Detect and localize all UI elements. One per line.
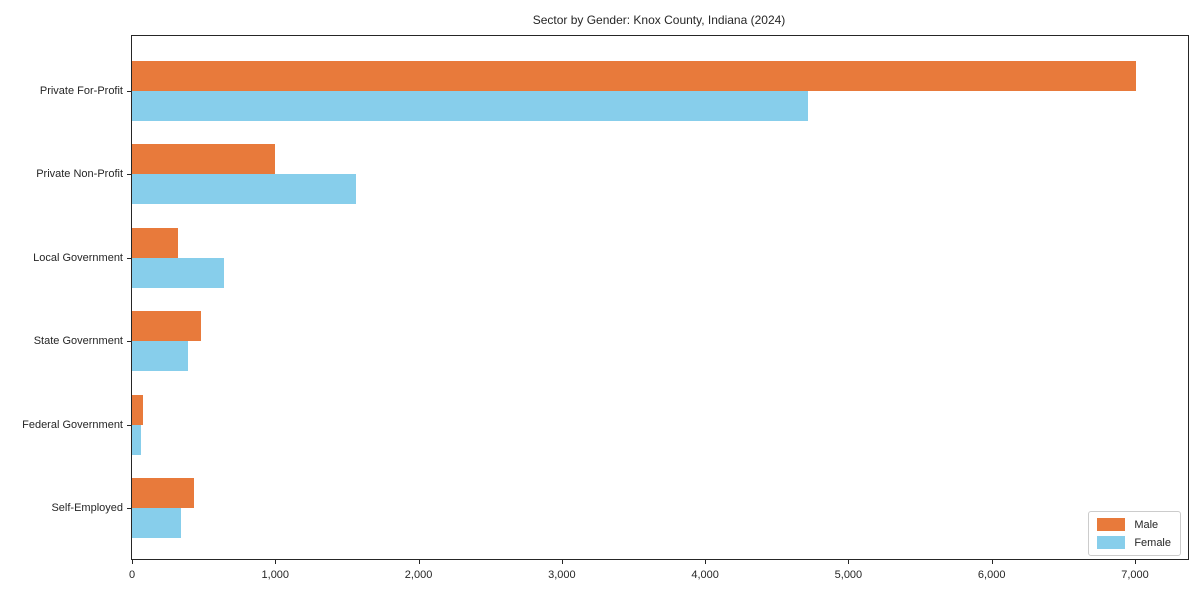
x-axis-tick-0 xyxy=(132,560,133,564)
y-axis-label-1: Private Non-Profit xyxy=(36,168,123,181)
category-row-0: Private For-Profit xyxy=(40,49,1188,133)
category-row-2: Local Government xyxy=(33,216,1188,300)
x-axis-tick-label-1: 1,000 xyxy=(261,569,290,581)
x-axis-tick-label-4: 4,000 xyxy=(691,569,719,581)
bar-female-0 xyxy=(132,90,809,121)
bar-female-5 xyxy=(132,508,181,539)
bar-female-3 xyxy=(132,341,188,372)
y-axis-tick-3 xyxy=(127,341,131,343)
y-axis-tick-4 xyxy=(127,424,131,426)
bar-male-4 xyxy=(132,394,144,425)
bar-group-1 xyxy=(132,144,1188,205)
bar-group-3 xyxy=(132,311,1188,372)
x-axis-tick-5 xyxy=(848,560,850,564)
bar-group-4 xyxy=(132,394,1188,455)
legend: Male Female xyxy=(1088,511,1181,556)
bar-male-2 xyxy=(132,227,178,258)
x-axis-tick-label-7: 7,000 xyxy=(1121,569,1149,581)
bar-group-5 xyxy=(132,478,1188,539)
legend-entry-female: Female xyxy=(1097,536,1171,549)
x-axis-tick-label-0: 0 xyxy=(128,569,136,581)
y-axis-tick-5 xyxy=(127,508,131,510)
category-row-3: State Government xyxy=(34,300,1188,384)
y-axis-label-4: Federal Government xyxy=(22,418,123,431)
bar-female-2 xyxy=(132,257,224,288)
legend-label-female: Female xyxy=(1134,536,1171,549)
x-axis-tick-7 xyxy=(1134,560,1136,564)
x-axis-tick-4 xyxy=(705,560,707,564)
legend-label-male: Male xyxy=(1134,518,1159,531)
x-axis-tick-label-6: 6,000 xyxy=(977,569,1006,581)
y-axis-label-0: Private For-Profit xyxy=(39,84,123,97)
bar-male-3 xyxy=(132,311,201,342)
bar-group-2 xyxy=(132,227,1188,288)
x-axis-tick-2 xyxy=(418,560,420,564)
chart-title: Sector by Gender: Knox County, Indiana (… xyxy=(532,13,786,27)
bar-female-1 xyxy=(132,174,356,205)
x-axis-tick-6 xyxy=(991,560,993,564)
category-row-1: Private Non-Profit xyxy=(36,133,1188,217)
y-axis-label-2: Local Government xyxy=(33,251,123,264)
bar-rows: Private For-Profit Private Non-Profit Loca… xyxy=(22,36,1188,559)
legend-entry-male: Male xyxy=(1097,518,1171,531)
legend-swatch-female xyxy=(1097,536,1126,549)
y-axis-tick-0 xyxy=(127,90,131,92)
category-row-5: Self-Employed xyxy=(51,467,1188,551)
bar-male-1 xyxy=(132,144,276,175)
y-axis-label-5: Self-Employed xyxy=(51,502,123,515)
y-axis-label-3: State Government xyxy=(33,335,123,348)
category-row-4: Federal Government xyxy=(22,383,1188,467)
x-axis-tick-1 xyxy=(275,560,277,564)
plot-area: Private For-Profit Private Non-Profit Loca… xyxy=(22,35,1189,581)
x-axis-tick-label-5: 5,000 xyxy=(834,569,863,581)
x-axis-tick-3 xyxy=(561,560,563,564)
y-axis-tick-1 xyxy=(127,174,131,176)
bar-female-4 xyxy=(132,424,141,455)
x-axis-tick-label-3: 3,000 xyxy=(548,569,576,581)
bar-male-5 xyxy=(132,478,194,509)
y-axis-tick-2 xyxy=(127,257,131,259)
legend-swatch-male xyxy=(1097,518,1126,531)
bar-group-0 xyxy=(132,60,1188,121)
bar-male-0 xyxy=(132,60,1137,91)
x-axis-tick-label-2: 2,000 xyxy=(404,569,433,581)
